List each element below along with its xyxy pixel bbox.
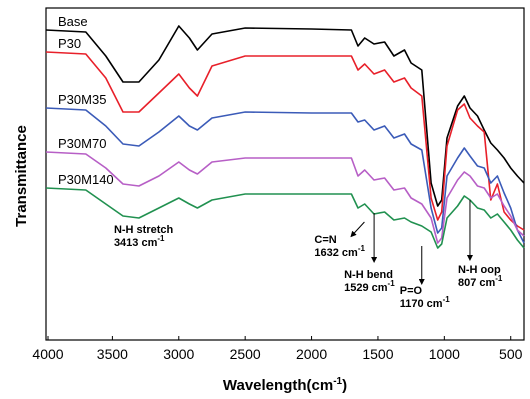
series-line-p30m35 xyxy=(45,107,525,244)
x-tick-label: 3500 xyxy=(97,346,128,362)
y-axis-title: Transmittance xyxy=(13,125,30,227)
x-tick-label: 1000 xyxy=(429,346,460,362)
series-line-p30m70 xyxy=(45,151,525,244)
x-axis-ticks: 4000 3500 3000 2500 2000 1500 1000 500 xyxy=(32,336,523,362)
series-line-base xyxy=(45,25,525,207)
annotation-value: 807 cm-1 xyxy=(458,274,503,289)
series-label: P30M70 xyxy=(58,136,106,151)
annotation-value: 1529 cm-1 xyxy=(344,279,395,294)
series-label: P30M140 xyxy=(58,172,114,187)
x-tick-label: 2500 xyxy=(230,346,261,362)
x-tick-label: 500 xyxy=(499,346,523,362)
annotation-label: N-H oop xyxy=(458,264,501,276)
x-tick-label: 4000 xyxy=(32,346,63,362)
series-layer xyxy=(45,25,525,249)
annotation-label: P=O xyxy=(400,285,423,297)
annotation-value: 3413 cm-1 xyxy=(114,234,165,249)
x-tick-label: 1500 xyxy=(362,346,393,362)
annotation-arrow xyxy=(350,221,365,238)
annotation-value: 1170 cm-1 xyxy=(400,295,450,310)
series-label: P30M35 xyxy=(58,92,106,107)
annotation-label: N-H bend xyxy=(344,269,393,281)
x-axis-title: Wavelength(cm-1) xyxy=(223,376,347,394)
series-labels: Base P30 P30M35 P30M70 P30M140 xyxy=(58,14,114,187)
plot-frame xyxy=(45,7,525,341)
series-label: P30 xyxy=(58,36,81,51)
annotation-label: N-H stretch xyxy=(114,224,174,236)
x-axis-title-close: ) xyxy=(342,377,347,394)
x-tick-label: 3000 xyxy=(163,346,194,362)
series-label: Base xyxy=(58,14,88,29)
annotation-label: C=N xyxy=(314,234,336,246)
x-tick-label: 2000 xyxy=(296,346,327,362)
annotation-value: 1632 cm-1 xyxy=(314,244,365,259)
x-axis-title-sup: -1 xyxy=(333,376,342,387)
series-line-p30m140 xyxy=(45,187,525,249)
series-line-p30 xyxy=(45,51,525,231)
